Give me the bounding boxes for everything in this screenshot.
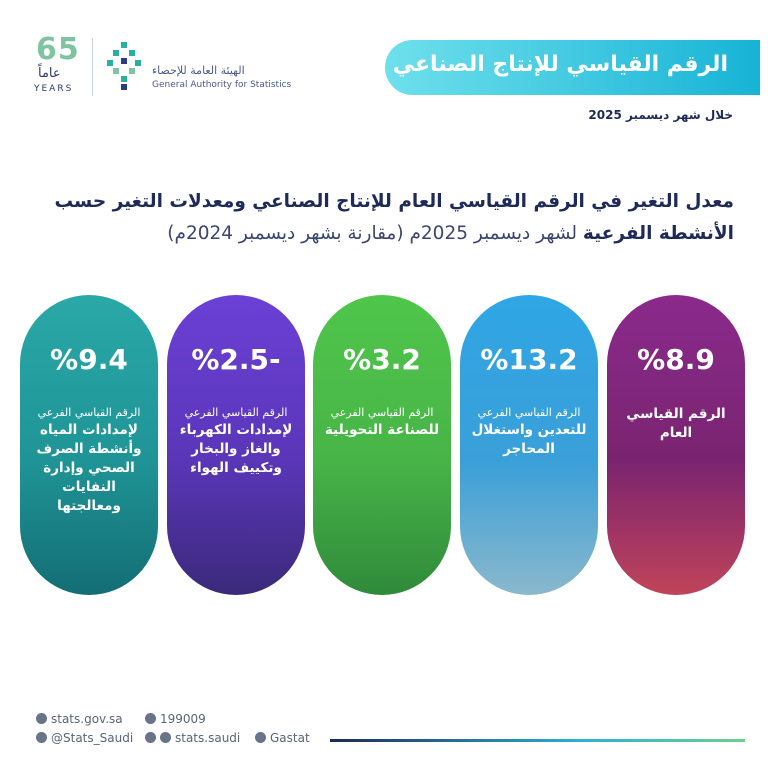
card-label-kind: الرقم القياسي الفرعي [477, 406, 581, 419]
footer-line [330, 739, 745, 742]
card-label-main: للصناعة التحويلية [324, 422, 440, 438]
footer-text: 199009 [160, 712, 206, 726]
card-value: %9.4 [50, 343, 128, 376]
card: %9.4 الرقم القياسي الفرعي لإمدادات المياه… [20, 295, 158, 595]
heading: معدل التغير في الرقم القياسي العام للإنت… [14, 186, 734, 250]
card: %3.2 الرقم القياسي الفرعي للصناعة التحويل… [313, 295, 451, 595]
icon [145, 713, 156, 724]
card-label: الرقم القياسي الفرعي لإمدادات الكهرباء وا… [177, 405, 295, 478]
logo-name-ar: الهيئة العامة للإحصاء [152, 64, 245, 77]
footer-phone[interactable]: 199009 [145, 712, 206, 726]
footer-text: stats.saudi [175, 731, 241, 745]
subtitle: خلال شهر ديسمبر 2025 [588, 108, 733, 122]
card-value: %3.2 [343, 343, 421, 376]
footer-text: stats.gov.sa [51, 712, 123, 726]
logo-years-en: YEARS [34, 84, 74, 94]
card-value: %13.2 [480, 343, 578, 376]
footer-website[interactable]: stats.gov.sa [36, 712, 123, 726]
card-label: الرقم القياسي الفرعي لإمدادات المياه وأنش… [30, 405, 148, 516]
icon [36, 732, 47, 743]
heading-regular: لشهر ديسمبر 2025م (مقارنة بشهر ديسمبر 20… [167, 223, 578, 244]
footer-text: Gastat [270, 731, 310, 745]
logo-name-en: General Authority for Statistics [152, 80, 292, 90]
footer-linkedin[interactable]: Gastat [255, 731, 310, 745]
title: الرقم القياسي للإنتاج الصناعي [392, 52, 728, 77]
card-label-kind: الرقم القياسي الفرعي [184, 406, 288, 419]
card-label-main: لإمدادات المياه وأنشطة الصرف الصحي وإدار… [36, 422, 142, 514]
icon [36, 713, 47, 724]
card: %13.2 الرقم القياسي الفرعي للتعدين واستغل… [460, 295, 598, 595]
card-value: %2.5- [191, 343, 281, 376]
footer-social[interactable]: stats.saudi [145, 731, 240, 745]
icon [255, 732, 266, 743]
heading-bold: معدل التغير في الرقم القياسي العام للإنت… [54, 191, 734, 244]
logo-years-ar: عاماً [38, 66, 61, 81]
card-value: %8.9 [637, 343, 715, 376]
icon [160, 732, 171, 743]
card-label-main: للتعدين واستغلال المحاجر [471, 422, 587, 457]
logo-emblem [107, 42, 141, 90]
card-label: الرقم القياسي الفرعي للتعدين واستغلال الم… [470, 405, 588, 459]
footer-text: @Stats_Saudi [51, 731, 134, 745]
title-banner [385, 40, 760, 95]
icon [145, 732, 156, 743]
card-label-main: لإمدادات الكهرباء والغاز والبخار وتكييف … [179, 422, 293, 476]
card: %8.9 الرقم القياسي العام [607, 295, 745, 595]
logo-separator [92, 38, 93, 96]
card-label-kind: الرقم القياسي الفرعي [330, 406, 434, 419]
card-label: الرقم القياسي العام [617, 405, 735, 443]
logo-number: 65 [36, 32, 80, 67]
card-label: الرقم القياسي الفرعي للصناعة التحويلية [323, 405, 441, 440]
card-label-main: الرقم القياسي العام [626, 406, 726, 441]
card: %2.5- الرقم القياسي الفرعي لإمدادات الكهر… [167, 295, 305, 595]
footer-x[interactable]: @Stats_Saudi [36, 731, 133, 745]
card-label-kind: الرقم القياسي الفرعي [37, 406, 141, 419]
